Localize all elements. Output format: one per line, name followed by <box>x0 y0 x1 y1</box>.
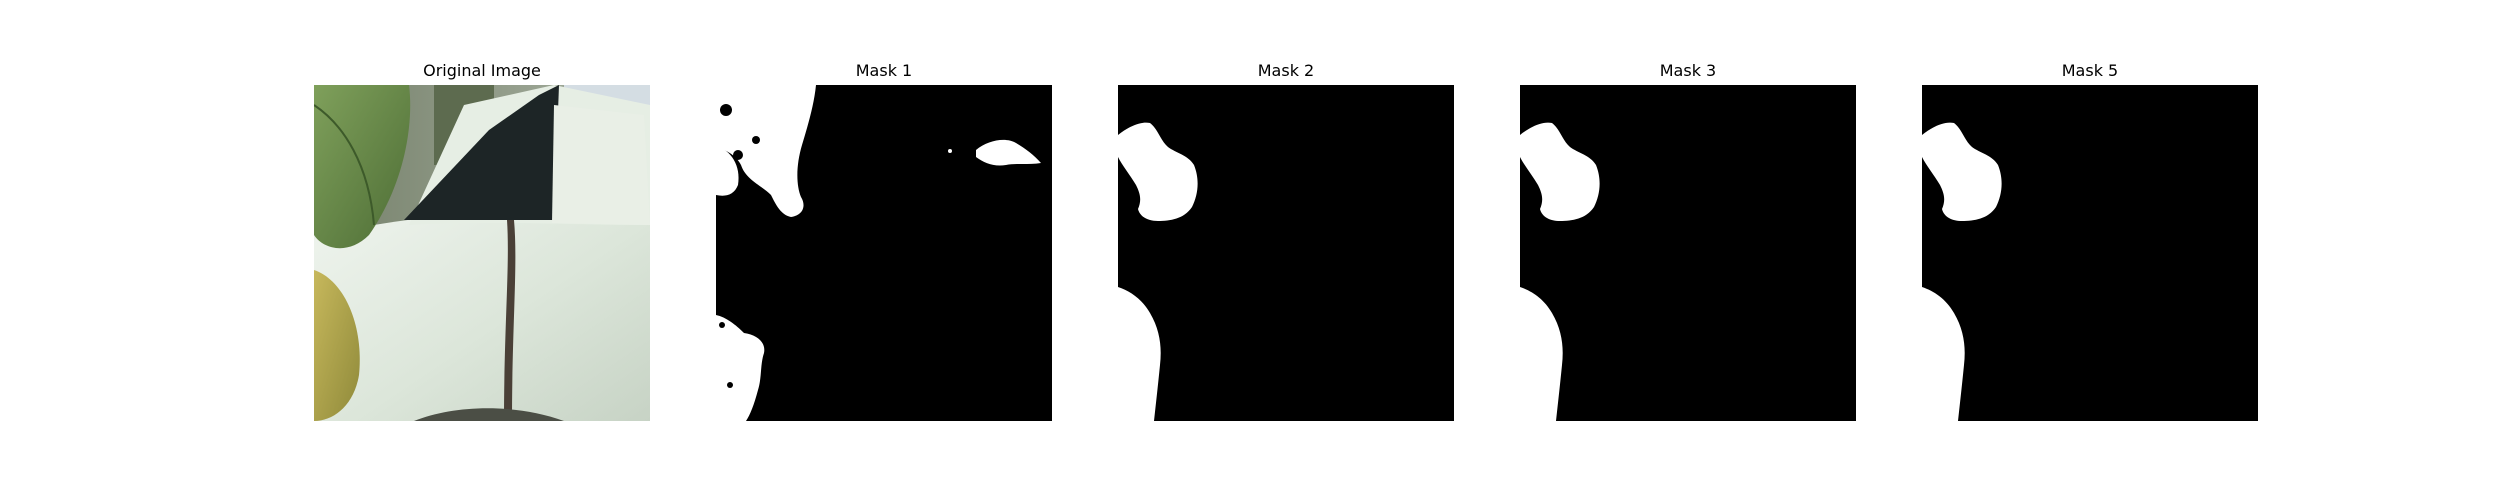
mask-2-drawing <box>1118 85 1454 421</box>
panel-title-mask-1: Mask 1 <box>855 61 913 80</box>
panel-title-mask-5: Mask 5 <box>2061 61 2119 80</box>
panel-title-mask-3: Mask 3 <box>1659 61 1717 80</box>
mask-5-image <box>1922 85 2258 421</box>
mask-3-drawing <box>1520 85 1856 421</box>
panel-title-original-image: Original Image <box>423 61 541 80</box>
original-image-drawing <box>314 85 650 421</box>
mask-2-image <box>1118 85 1454 421</box>
mask-1-drawing <box>716 85 1052 421</box>
mask-5-drawing <box>1922 85 2258 421</box>
panel-title-mask-2: Mask 2 <box>1257 61 1315 80</box>
mask-1-image <box>716 85 1052 421</box>
original-image <box>314 85 650 421</box>
mask-3-image <box>1520 85 1856 421</box>
